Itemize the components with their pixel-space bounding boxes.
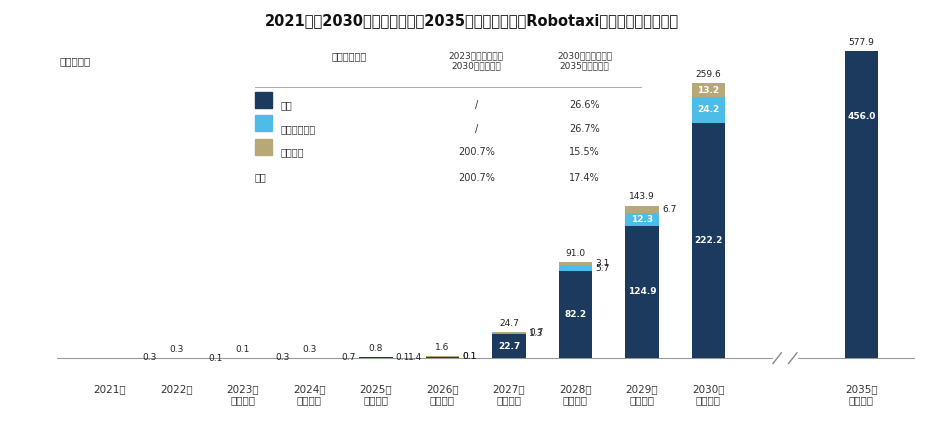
Text: 143.9: 143.9: [629, 193, 654, 201]
Bar: [426, 357, 459, 358]
Text: 5.7: 5.7: [595, 264, 610, 272]
Bar: [692, 83, 725, 97]
Bar: [692, 123, 725, 358]
Text: 總計: 總計: [255, 173, 266, 183]
Text: 2021年至2030年（估計）以及2035年（估計）中國Robotaxi生態服務的市場規模: 2021年至2030年（估計）以及2035年（估計）中國Robotaxi生態服務…: [264, 13, 679, 28]
Text: 0.1: 0.1: [396, 353, 410, 362]
Text: 3.1: 3.1: [595, 259, 610, 268]
Text: 259.6: 259.6: [696, 70, 721, 79]
Text: 0.8: 0.8: [369, 344, 383, 353]
Bar: [625, 213, 658, 226]
Text: 1.6: 1.6: [436, 343, 450, 352]
Text: 222.2: 222.2: [694, 236, 722, 245]
Bar: [492, 332, 525, 333]
Text: 6.7: 6.7: [662, 205, 676, 214]
Bar: [559, 271, 592, 358]
Text: 1.3: 1.3: [529, 329, 543, 338]
Text: 0.7: 0.7: [341, 353, 356, 362]
Text: 82.2: 82.2: [565, 310, 587, 319]
Text: 其他: 其他: [281, 100, 292, 110]
Text: 0.3: 0.3: [169, 345, 184, 354]
Text: 26.6%: 26.6%: [570, 100, 600, 110]
Text: 0.3: 0.3: [142, 354, 157, 363]
Bar: [359, 357, 392, 358]
FancyBboxPatch shape: [255, 139, 272, 155]
Text: 0.1: 0.1: [462, 352, 477, 361]
Text: 1.4: 1.4: [408, 353, 422, 362]
Text: 0.1: 0.1: [236, 345, 250, 354]
Bar: [559, 265, 592, 271]
Text: 200.7%: 200.7%: [457, 147, 495, 157]
FancyBboxPatch shape: [255, 115, 272, 131]
Text: /: /: [474, 100, 478, 110]
Text: 年複合增長率: 年複合增長率: [331, 51, 367, 61]
Bar: [625, 206, 658, 213]
Text: 24.7: 24.7: [499, 319, 519, 328]
Text: 17.4%: 17.4%: [570, 173, 600, 183]
Text: 124.9: 124.9: [628, 287, 656, 297]
Text: 13.2: 13.2: [698, 86, 720, 95]
Text: /: /: [474, 124, 478, 134]
Text: 456.0: 456.0: [848, 112, 876, 121]
Bar: [492, 333, 525, 334]
FancyBboxPatch shape: [255, 92, 272, 108]
Text: 91.0: 91.0: [566, 249, 586, 258]
Text: 0.1: 0.1: [462, 352, 477, 361]
Bar: [625, 226, 658, 358]
Text: 0.1: 0.1: [208, 354, 223, 363]
Text: 15.5%: 15.5%: [570, 147, 600, 157]
Text: 2030年（估計）至
2035年（估計）: 2030年（估計）至 2035年（估計）: [557, 51, 612, 71]
Text: 車輛維修保養: 車輛維修保養: [281, 124, 316, 134]
Text: 0.3: 0.3: [302, 345, 317, 354]
Bar: [492, 334, 525, 358]
Text: 十億人民幣: 十億人民幣: [60, 56, 91, 66]
Text: 12.3: 12.3: [631, 215, 653, 224]
Bar: [559, 262, 592, 265]
Text: 2023年（估計）至
2030年（估計）: 2023年（估計）至 2030年（估計）: [449, 51, 504, 71]
Text: 24.2: 24.2: [698, 105, 720, 114]
Text: 200.7%: 200.7%: [457, 173, 495, 183]
Text: 車輛銷售: 車輛銷售: [281, 147, 305, 157]
Bar: [692, 97, 725, 123]
Text: 22.7: 22.7: [498, 342, 520, 351]
Bar: [845, 51, 878, 358]
Text: 0.3: 0.3: [275, 354, 290, 363]
Text: 577.9: 577.9: [849, 38, 874, 47]
Text: 0.7: 0.7: [529, 328, 543, 337]
Text: 26.7%: 26.7%: [570, 124, 600, 134]
